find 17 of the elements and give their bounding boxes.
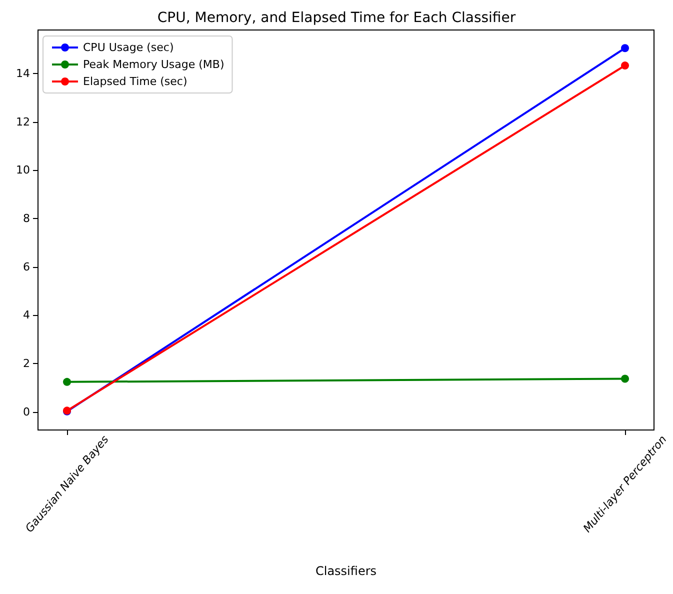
point xyxy=(63,378,71,386)
point xyxy=(621,44,629,52)
chart-title: CPU, Memory, and Elapsed Time for Each Classifier xyxy=(157,10,516,26)
x-axis-title: Classifiers xyxy=(315,564,377,578)
legend-label: CPU Usage (sec) xyxy=(83,41,174,54)
legend-label: Elapsed Time (sec) xyxy=(83,75,188,88)
point xyxy=(621,62,629,70)
y-tick-label: 10 xyxy=(16,164,30,177)
y-tick-label: 2 xyxy=(23,357,30,370)
legend-label: Peak Memory Usage (MB) xyxy=(83,58,224,71)
y-tick-label: 0 xyxy=(23,405,30,418)
y-tick-label: 6 xyxy=(23,260,30,274)
y-tick-label: 14 xyxy=(16,67,30,80)
y-tick-label: 4 xyxy=(23,308,30,322)
point xyxy=(621,374,629,383)
y-tick-label: 12 xyxy=(16,115,30,128)
y-tick-label: 8 xyxy=(23,212,30,226)
